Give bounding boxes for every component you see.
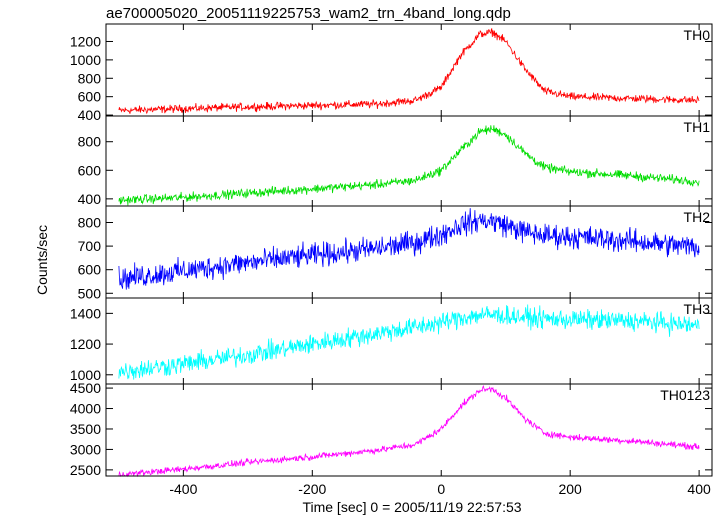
y-tick-label: 700 bbox=[78, 238, 102, 254]
y-tick-label: 600 bbox=[78, 162, 102, 178]
y-axis-label: Counts/sec bbox=[34, 225, 50, 295]
series-line-th0123 bbox=[118, 384, 700, 478]
y-tick-label: 400 bbox=[78, 107, 102, 123]
y-tick-label: 800 bbox=[78, 70, 102, 86]
panel-label-th0123: TH0123 bbox=[660, 387, 710, 403]
series-line-th1 bbox=[118, 125, 700, 206]
x-tick-label: -200 bbox=[298, 481, 326, 497]
panel-frame-th3 bbox=[105, 297, 713, 385]
panel-frame-th0123 bbox=[105, 383, 713, 477]
y-tick-label: 4000 bbox=[70, 401, 101, 417]
panel-label-th1: TH1 bbox=[684, 119, 711, 135]
series-line-th2 bbox=[118, 208, 700, 290]
x-tick-label: 200 bbox=[558, 481, 582, 497]
y-tick-label: 1000 bbox=[70, 367, 101, 383]
panel-frame-th0 bbox=[105, 23, 713, 117]
panel-frame-th2 bbox=[105, 205, 713, 299]
y-tick-label: 3500 bbox=[70, 421, 101, 437]
chart-title: ae700005020_20051119225753_wam2_trn_4ban… bbox=[106, 5, 511, 22]
x-tick-label: -400 bbox=[169, 481, 197, 497]
panel-label-th0: TH0 bbox=[684, 27, 711, 43]
y-tick-label: 800 bbox=[78, 134, 102, 150]
y-tick-label: 1400 bbox=[70, 305, 101, 321]
y-tick-label: 600 bbox=[78, 89, 102, 105]
y-tick-label: 500 bbox=[78, 285, 102, 301]
series-line-th0 bbox=[118, 28, 700, 115]
y-tick-label: 1200 bbox=[70, 33, 101, 49]
panel-label-th2: TH2 bbox=[684, 209, 711, 225]
x-tick-label: 400 bbox=[687, 481, 711, 497]
x-axis-label: Time [sec] 0 = 2005/11/19 22:57:53 bbox=[302, 499, 521, 515]
y-tick-label: 800 bbox=[78, 215, 102, 231]
panel-frame-th1 bbox=[105, 115, 713, 207]
y-tick-label: 400 bbox=[78, 191, 102, 207]
y-tick-label: 4500 bbox=[70, 380, 101, 396]
y-tick-label: 3000 bbox=[70, 441, 101, 457]
y-tick-label: 600 bbox=[78, 262, 102, 278]
series-line-th3 bbox=[118, 304, 700, 380]
y-tick-label: 1000 bbox=[70, 52, 101, 68]
panel-label-th3: TH3 bbox=[684, 301, 711, 317]
x-tick-label: 0 bbox=[437, 481, 445, 497]
y-tick-label: 2500 bbox=[70, 462, 101, 478]
y-tick-label: 1200 bbox=[70, 336, 101, 352]
